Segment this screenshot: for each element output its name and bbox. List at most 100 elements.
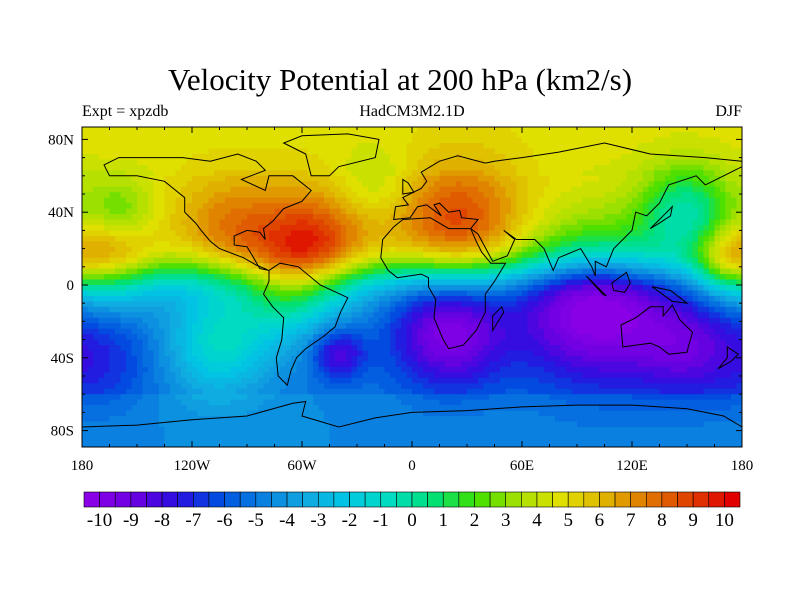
field-cell: [379, 186, 386, 193]
field-cell: [450, 186, 457, 193]
field-cell: [329, 154, 336, 161]
field-cell: [137, 127, 144, 128]
field-cell: [93, 372, 100, 379]
field-cell: [252, 154, 259, 161]
field-cell: [258, 186, 265, 193]
field-cell: [439, 230, 446, 237]
field-cell: [164, 345, 171, 352]
field-cell: [291, 421, 298, 428]
field-cell: [241, 224, 248, 231]
field-cell: [148, 312, 155, 319]
field-cell: [131, 154, 138, 161]
field-cell: [307, 219, 314, 226]
field-cell: [120, 154, 127, 161]
field-cell: [109, 323, 116, 330]
field-cell: [153, 416, 160, 423]
field-cell: [423, 170, 430, 177]
field-cell: [351, 443, 358, 447]
field-cell: [318, 285, 325, 292]
field-cell: [461, 405, 468, 412]
field-cell: [494, 132, 501, 139]
field-cell: [148, 285, 155, 292]
field-cell: [472, 345, 479, 352]
field-cell: [511, 186, 518, 193]
field-cell: [379, 317, 386, 324]
field-cell: [93, 252, 100, 259]
field-cell: [247, 356, 254, 363]
field-cell: [153, 230, 160, 237]
field-cell: [164, 170, 171, 177]
field-cell: [494, 219, 501, 226]
field-cell: [241, 399, 248, 406]
field-cell: [186, 170, 193, 177]
field-cell: [428, 317, 435, 324]
field-cell: [82, 361, 89, 368]
field-cell: [131, 388, 138, 395]
field-cell: [450, 399, 457, 406]
field-cell: [109, 328, 116, 335]
field-cell: [115, 137, 122, 144]
field-cell: [280, 137, 287, 144]
field-cell: [351, 192, 358, 199]
field-cell: [439, 437, 446, 444]
field-cell: [186, 164, 193, 171]
field-cell: [472, 388, 479, 395]
field-cell: [461, 224, 468, 231]
field-cell: [153, 345, 160, 352]
field-cell: [489, 186, 496, 193]
field-cell: [142, 197, 149, 204]
field-cell: [434, 252, 441, 259]
field-cell: [516, 405, 523, 412]
field-cell: [192, 181, 199, 188]
field-cell: [137, 170, 144, 177]
field-cell: [148, 427, 155, 434]
field-cell: [538, 159, 545, 166]
field-cell: [379, 127, 386, 128]
field-cell: [434, 241, 441, 248]
field-cell: [384, 366, 391, 373]
field-cell: [126, 279, 133, 286]
field-cell: [170, 383, 177, 390]
field-cell: [423, 137, 430, 144]
field-cell: [450, 164, 457, 171]
field-cell: [533, 246, 540, 253]
field-cell: [357, 383, 364, 390]
field-cell: [109, 416, 116, 423]
field-cell: [467, 388, 474, 395]
field-cell: [406, 224, 413, 231]
field-cell: [142, 235, 149, 242]
field-cell: [247, 170, 254, 177]
field-cell: [208, 175, 215, 182]
field-cell: [324, 224, 331, 231]
field-cell: [373, 334, 380, 341]
field-cell: [395, 127, 402, 133]
field-cell: [467, 137, 474, 144]
field-cell: [329, 224, 336, 231]
field-cell: [214, 257, 221, 264]
field-cell: [346, 416, 353, 423]
field-cell: [291, 127, 298, 133]
field-cell: [406, 290, 413, 297]
field-cell: [175, 235, 182, 242]
field-cell: [274, 241, 281, 248]
field-cell: [181, 268, 188, 275]
field-cell: [137, 203, 144, 210]
field-cell: [467, 339, 474, 346]
field-cell: [137, 137, 144, 144]
field-cell: [511, 432, 518, 439]
field-cell: [241, 437, 248, 444]
field-cell: [412, 127, 419, 128]
field-cell: [142, 290, 149, 297]
field-cell: [472, 159, 479, 166]
field-cell: [87, 127, 94, 133]
field-cell: [313, 154, 320, 161]
field-cell: [417, 170, 424, 177]
field-cell: [456, 154, 463, 161]
field-cell: [527, 345, 534, 352]
field-cell: [131, 366, 138, 373]
field-cell: [395, 339, 402, 346]
field-cell: [346, 427, 353, 434]
field-cell: [522, 246, 529, 253]
field-cell: [412, 137, 419, 144]
field-cell: [511, 377, 518, 384]
